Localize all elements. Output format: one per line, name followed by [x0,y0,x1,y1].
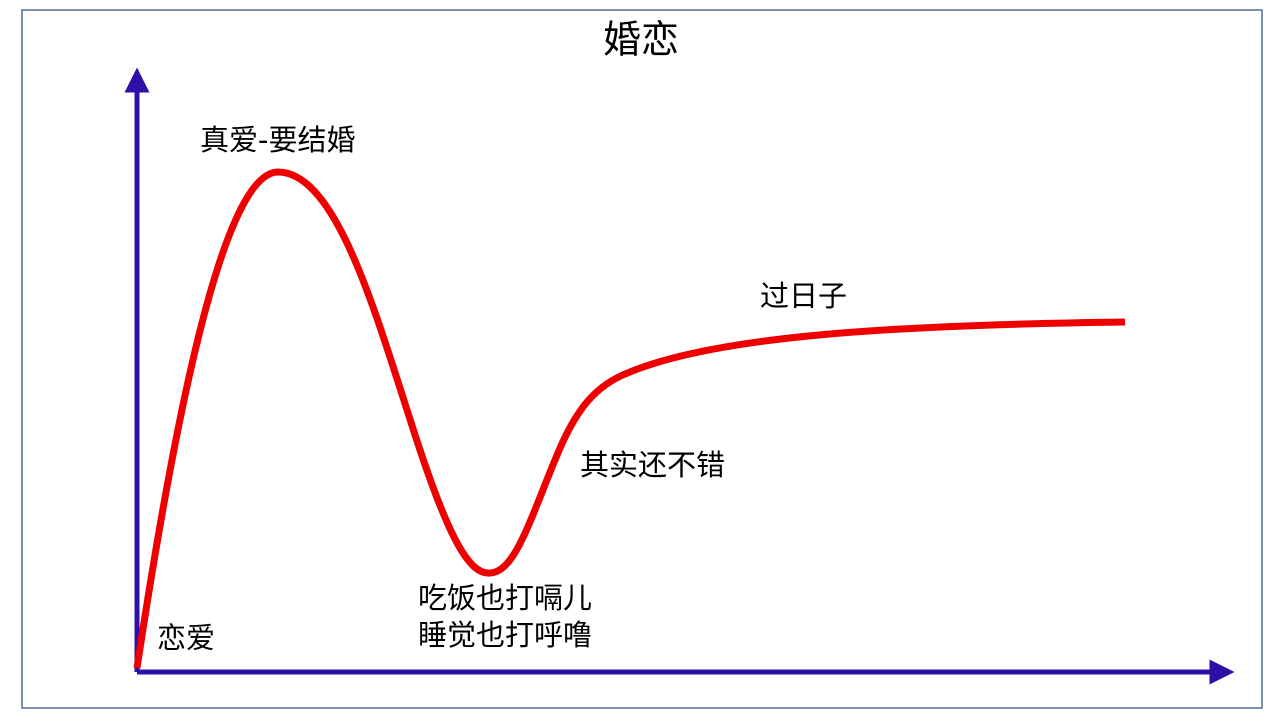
start-label: 恋爱 [157,621,215,655]
frame [21,9,1263,709]
trough-label: 吃饭也打嗝儿 [418,581,592,615]
peak-label: 真爱-要结婚 [200,123,355,157]
title: 婚恋 [603,18,679,62]
rise-label: 其实还不错 [580,448,725,482]
curve [133,168,1126,669]
trough-label: 睡觉也打呼噜 [418,618,592,652]
plateau-label: 过日子 [760,279,847,313]
